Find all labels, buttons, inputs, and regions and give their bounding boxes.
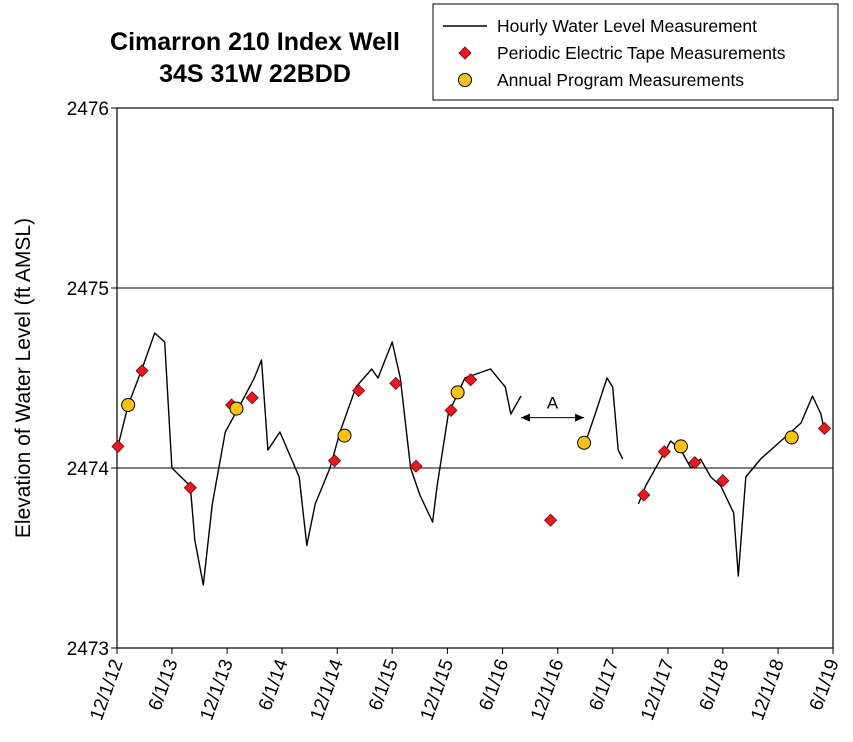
x-tick-label: 6/1/15: [365, 657, 403, 714]
diamond-marker: [716, 474, 730, 488]
circle-marker: [673, 439, 688, 454]
x-tick-label: 6/1/18: [696, 657, 734, 714]
diamond-marker: [657, 445, 671, 459]
y-tick-label: 2476: [67, 99, 109, 120]
diamond-marker: [444, 403, 458, 417]
water-level-line: [637, 395, 826, 577]
diamond-marker: [637, 488, 651, 502]
diamond-marker: [464, 373, 478, 387]
circle-marker: [458, 73, 472, 87]
diamond-marker: [327, 454, 342, 468]
legend-label: Annual Program Measurements: [497, 70, 744, 90]
diamond-marker: [409, 459, 423, 473]
water-level-line: [116, 332, 522, 586]
x-tick-label: 6/1/16: [476, 657, 514, 714]
x-tick-label: 12/1/12: [86, 657, 127, 724]
diamond-marker: [245, 391, 259, 405]
diamond-marker: [352, 384, 366, 398]
diamond-marker: [458, 46, 472, 60]
circle-marker: [450, 385, 465, 400]
y-axis-label: Elevation of Water Level (ft AMSL): [12, 218, 35, 538]
x-tick-label: 12/1/17: [637, 657, 678, 724]
legend-box: [432, 3, 839, 101]
diamond-marker: [817, 421, 832, 435]
chart-subtitle: 34S 31W 22BDD: [159, 60, 351, 88]
y-tick-label: 2474: [67, 459, 110, 480]
legend-label: Hourly Water Level Measurement: [497, 16, 757, 36]
x-tick-label: 12/1/15: [417, 657, 458, 724]
x-tick-label: 6/1/13: [145, 657, 183, 714]
diamond-marker: [183, 481, 197, 495]
chart-title: Cimarron 210 Index Well: [110, 28, 400, 56]
y-tick-label: 2473: [67, 639, 109, 660]
x-tick-label: 12/1/16: [527, 657, 568, 724]
circle-marker: [337, 428, 352, 443]
diamond-marker: [135, 364, 149, 378]
x-tick-label: 12/1/18: [747, 657, 788, 724]
circle-marker: [784, 430, 799, 445]
diamond-marker: [688, 456, 702, 470]
diamond-marker: [111, 439, 125, 453]
x-tick-label: 6/1/17: [586, 657, 624, 714]
arrow-head: [575, 413, 585, 422]
x-tick-label: 6/1/14: [255, 656, 293, 713]
legend-label: Periodic Electric Tape Measurements: [497, 43, 786, 63]
x-tick-label: 12/1/14: [307, 656, 349, 723]
diamond-marker: [544, 513, 558, 527]
x-tick-label: 12/1/13: [196, 657, 237, 724]
circle-marker: [229, 401, 244, 416]
water-level-line: [585, 377, 624, 460]
circle-marker: [121, 398, 136, 412]
annotation-label: A: [547, 394, 559, 413]
y-tick-label: 2475: [67, 279, 109, 300]
diamond-marker: [389, 376, 403, 390]
circle-marker: [577, 435, 592, 450]
x-tick-label: 6/1/19: [806, 657, 844, 714]
arrow-head: [521, 413, 531, 422]
